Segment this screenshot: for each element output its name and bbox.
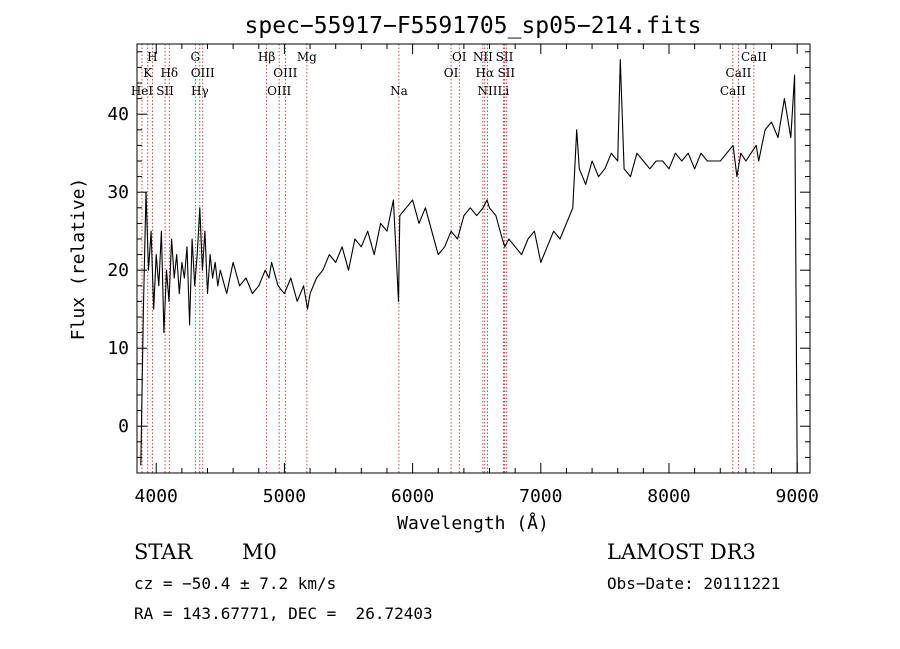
line-label-20: Li (497, 84, 509, 98)
coordinates: RA = 143.67771, DEC = 26.72403 (134, 604, 433, 623)
y-tick-label-0: 0 (118, 416, 129, 437)
line-label-17: Hα (475, 66, 494, 80)
x-tick-label-3: 7000 (519, 486, 562, 507)
x-tick-label-4: 8000 (647, 486, 690, 507)
y-tick-label-3: 30 (107, 182, 129, 203)
y-axis-label: Flux (relative) (68, 178, 89, 341)
x-tick-label-1: 5000 (263, 486, 306, 507)
line-label-11: Mg (297, 50, 317, 64)
line-label-21: CaII (741, 50, 767, 64)
y-tick-label-2: 20 (107, 260, 129, 281)
x-tick-label-5: 9000 (776, 486, 819, 507)
line-label-15: NII (473, 50, 493, 64)
line-label-4: Hδ (160, 66, 178, 80)
y-tick-label-1: 10 (107, 338, 129, 359)
line-label-9: OIII (273, 66, 297, 80)
line-label-0: H (147, 50, 157, 64)
flux-series-line (140, 59, 798, 474)
x-axis-label: Wavelength (Å) (397, 512, 549, 534)
observation-date: Obs−Date: 20111221 (607, 574, 781, 593)
plot-frame (136, 43, 811, 474)
line-label-3: SII (156, 84, 174, 98)
line-label-23: CaII (720, 84, 746, 98)
line-label-5: G (191, 50, 201, 64)
axis-ticks: 4000 5000 6000 7000 8000 9000 0 10 20 30 40 (107, 44, 819, 507)
line-label-18: SII (497, 66, 515, 80)
object-subclass: M0 (242, 540, 277, 564)
object-type: STAR (134, 540, 193, 564)
x-tick-label-2: 6000 (391, 486, 434, 507)
line-label-10: OIII (267, 84, 291, 98)
x-tick-label-0: 4000 (135, 486, 178, 507)
chart-title: spec−55917−F5591705_sp05−214.fits (245, 13, 702, 39)
line-label-14: OI (444, 66, 459, 80)
line-label-7: Hγ (191, 84, 209, 98)
survey-name: LAMOST DR3 (607, 540, 756, 564)
line-label-12: Na (390, 84, 408, 98)
line-label-6: OIII (191, 66, 215, 80)
line-label-2: HeI (131, 84, 154, 98)
line-label-8: Hβ (258, 50, 275, 64)
line-label-19: NII (477, 84, 497, 98)
line-label-22: CaII (726, 66, 752, 80)
y-tick-label-4: 40 (107, 104, 129, 125)
line-label-13: OI (452, 50, 467, 64)
line-label-1: K (143, 66, 153, 80)
redshift-cz: cz = −50.4 ± 7.2 km/s (134, 574, 337, 593)
line-label-16: SII (496, 50, 514, 64)
